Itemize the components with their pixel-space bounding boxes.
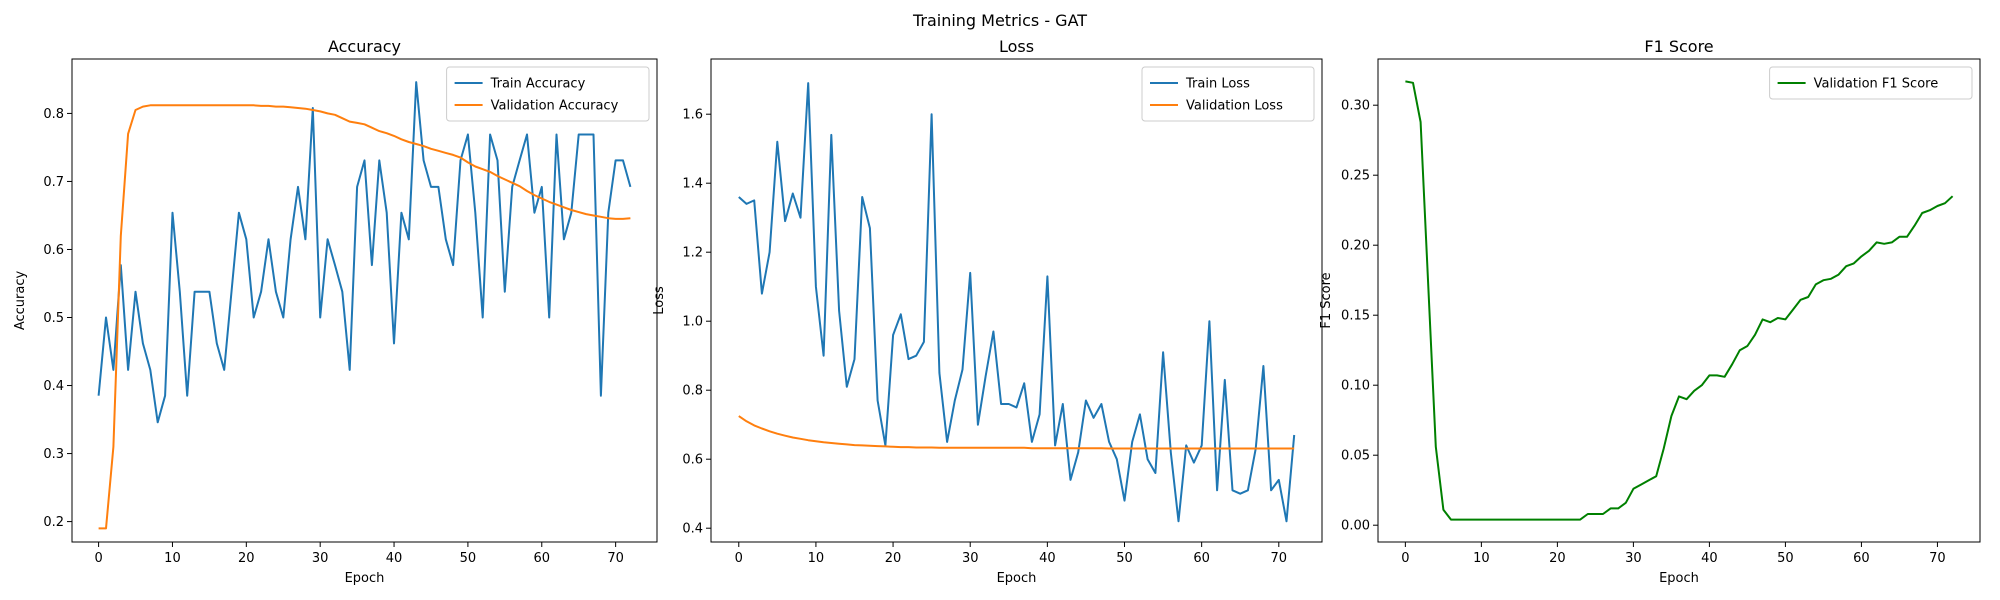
legend-label: Validation Accuracy [491, 99, 619, 114]
x-tick-label: 70 [1929, 551, 1946, 566]
x-tick-label: 0 [735, 551, 743, 566]
x-tick-label: 60 [1193, 551, 1210, 566]
x-tick-label: 70 [607, 551, 624, 566]
x-tick-label: 10 [808, 551, 825, 566]
panel-title: F1 Score [1644, 37, 1713, 56]
y-tick-label: 0.6 [682, 453, 703, 468]
series-line-2-2 [738, 415, 1295, 450]
x-tick-label: 60 [1853, 551, 1870, 566]
axes-frame [1377, 58, 1981, 543]
x-tick-label: 30 [312, 551, 329, 566]
series-line-1-2 [98, 104, 631, 530]
x-tick-label: 30 [962, 551, 979, 566]
y-axis-label: Loss [652, 286, 667, 315]
y-tick-label: 0.7 [43, 175, 64, 190]
x-tick-label: 20 [1549, 551, 1566, 566]
panel-title: Loss [999, 37, 1034, 56]
x-tick-label: 10 [164, 551, 181, 566]
legend-label: Validation Loss [1186, 99, 1283, 114]
axes-frame [710, 58, 1323, 543]
y-axis-label: F1 Score [1319, 272, 1334, 328]
y-tick-label: 1.6 [682, 108, 703, 123]
x-tick-label: 40 [1039, 551, 1056, 566]
y-tick-label: 0.4 [682, 522, 703, 537]
series-line-2-1 [738, 82, 1296, 523]
x-tick-label: 0 [1401, 551, 1409, 566]
y-tick-label: 0.05 [1341, 449, 1370, 464]
x-axis-label: Epoch [1659, 571, 1699, 586]
y-tick-label: 0.5 [43, 311, 64, 326]
panel-2: 0 10 20 30 40 50 60 70 0.4 0.6 0.8 1.0 1.2 1.4 1.6 Loss… [652, 37, 1323, 586]
panel-3: 0 10 20 30 40 50 60 70 0.00 0.05 0.10 0.15 0.20 0.25 0… [1319, 37, 1981, 586]
y-tick-label: 0.3 [43, 447, 64, 462]
y-tick-label: 0.4 [43, 379, 64, 394]
y-tick-label: 0.2 [43, 515, 64, 530]
y-tick-label: 0.20 [1341, 239, 1370, 254]
legend: Train Loss Validation Loss [1141, 66, 1315, 122]
y-tick-label: 0.6 [43, 243, 64, 258]
x-tick-label: 50 [1777, 551, 1794, 566]
x-tick-label: 40 [386, 551, 403, 566]
legend-box [1769, 66, 1973, 100]
legend: Validation F1 Score [1769, 66, 1973, 100]
x-tick-label: 70 [1271, 551, 1288, 566]
x-tick-label: 40 [1701, 551, 1718, 566]
panel-title: Accuracy [328, 37, 401, 56]
x-tick-label: 50 [1116, 551, 1133, 566]
legend-label: Train Accuracy [490, 77, 586, 92]
y-tick-label: 0.10 [1341, 379, 1370, 394]
x-tick-label: 50 [460, 551, 477, 566]
axes-frame [71, 58, 658, 543]
panel-1: 0 10 20 30 40 50 60 70 0.2 0.3 0.4 0.5 0.6 0.7 0.8 Accu… [13, 37, 658, 586]
y-tick-label: 0.00 [1341, 519, 1370, 534]
legend-box [446, 66, 650, 122]
series-line-1-1 [97, 81, 632, 424]
x-axis-label: Epoch [997, 571, 1037, 586]
legend: Train Accuracy Validation Accuracy [446, 66, 650, 122]
x-tick-label: 10 [1473, 551, 1490, 566]
y-tick-label: 0.30 [1341, 99, 1370, 114]
legend-label: Train Loss [1185, 77, 1250, 92]
y-tick-label: 1.2 [682, 246, 703, 261]
x-tick-label: 60 [533, 551, 550, 566]
x-tick-label: 20 [238, 551, 255, 566]
x-tick-label: 20 [885, 551, 902, 566]
y-tick-label: 0.8 [43, 107, 64, 122]
y-tick-label: 1.4 [682, 177, 703, 192]
series-line-3-1 [1405, 80, 1954, 521]
y-tick-label: 0.15 [1341, 309, 1370, 324]
y-tick-label: 1.0 [682, 315, 703, 330]
y-axis-label: Accuracy [13, 271, 28, 331]
x-tick-label: 0 [94, 551, 102, 566]
legend-label: Validation F1 Score [1814, 77, 1939, 92]
legend-box [1141, 66, 1315, 122]
x-axis-label: Epoch [345, 571, 385, 586]
y-tick-label: 0.25 [1341, 169, 1370, 184]
figure-suptitle: Training Metrics - GAT [912, 11, 1087, 30]
x-tick-label: 30 [1625, 551, 1642, 566]
y-tick-label: 0.8 [682, 384, 703, 399]
